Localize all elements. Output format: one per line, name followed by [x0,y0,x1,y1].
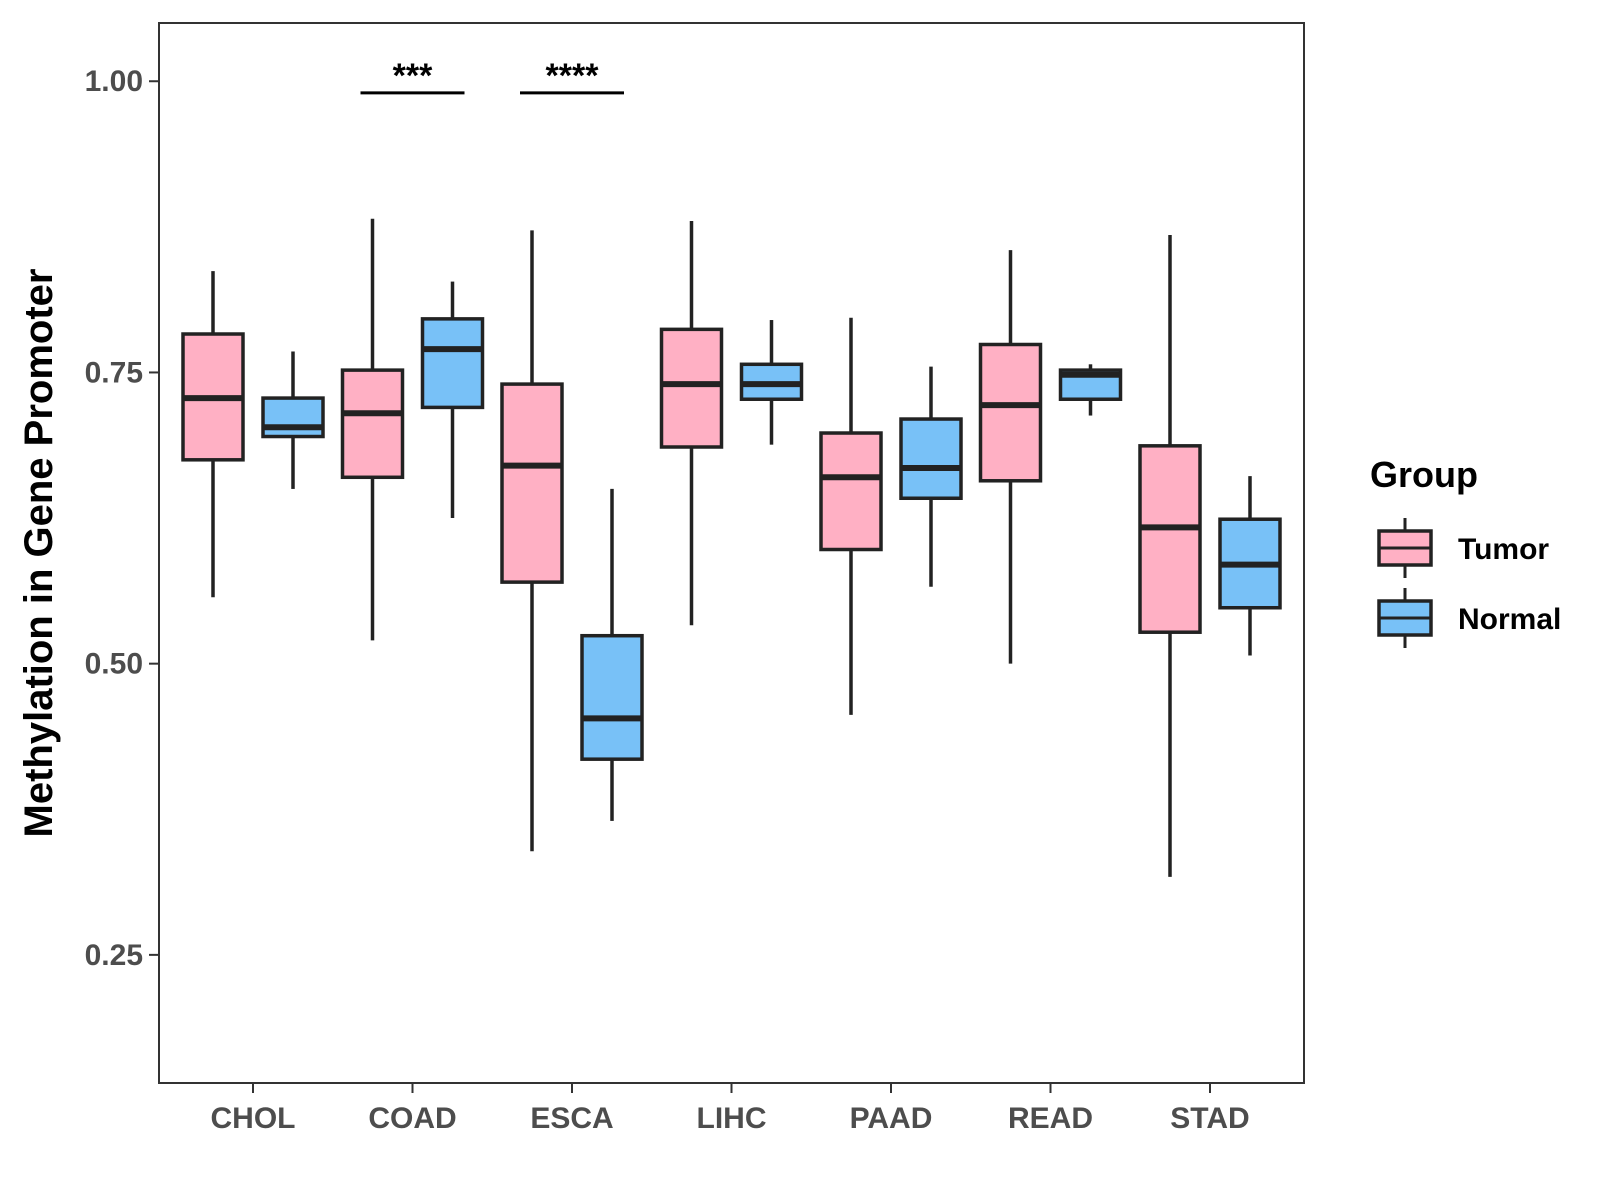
box-tumor-lihc [659,221,724,626]
box-body [899,417,963,501]
significance-label: *** [393,57,433,95]
legend-title: Group [1370,454,1478,495]
box-normal-coad [420,281,485,519]
legend: Group Tumor Normal [1370,454,1561,648]
box-tumor-paad [819,317,883,715]
x-tick-label: PAAD [850,1102,933,1135]
box-normal-stad [1218,476,1282,656]
box-body [500,382,564,584]
box-body [659,327,724,449]
x-tick-label: READ [1008,1102,1093,1135]
box-body [1138,444,1202,634]
y-axis: 0.25 0.50 0.75 1.00 [85,65,159,972]
x-tick-label: ESCA [530,1102,613,1135]
y-tick-label: 0.50 [85,648,143,681]
box-tumor-coad [340,218,405,641]
box-normal-read [1058,364,1123,416]
x-axis: CHOL COAD ESCA LIHC PAAD READ STAD [211,1083,1250,1135]
box-body [420,317,485,410]
x-tick-label: CHOL [211,1102,296,1135]
y-tick-label: 0.75 [85,356,143,389]
box-body [580,633,644,761]
box-normal-paad [899,366,963,587]
significance-annotations: *** **** [360,57,624,95]
legend-label: Tumor [1458,533,1549,566]
box-normal-lihc [739,320,804,445]
box-tumor-esca [500,230,564,852]
box-tumor-read [978,250,1043,664]
legend-item-normal: Normal [1377,588,1561,648]
legend-item-tumor: Tumor [1377,518,1549,578]
significance-label: **** [546,57,600,95]
y-tick-label: 1.00 [85,65,143,98]
y-tick-label: 0.25 [85,939,143,972]
x-tick-label: COAD [368,1102,456,1135]
y-axis-title: Methylation in Gene Promoter [17,269,61,838]
box-tumor-stad [1138,235,1202,877]
plot-panel [158,22,1305,1084]
box-tumor-chol [181,271,245,598]
legend-label: Normal [1458,603,1561,636]
x-tick-label: STAD [1170,1102,1249,1135]
x-tick-label: LIHC [697,1102,767,1135]
box-body [340,368,405,480]
legend-items: Tumor Normal [1377,518,1561,648]
box-body [978,342,1043,483]
box-normal-esca [580,488,644,821]
box-body [261,396,325,439]
box-body [819,431,883,552]
box-series [181,218,1282,877]
box-normal-chol [261,351,325,489]
